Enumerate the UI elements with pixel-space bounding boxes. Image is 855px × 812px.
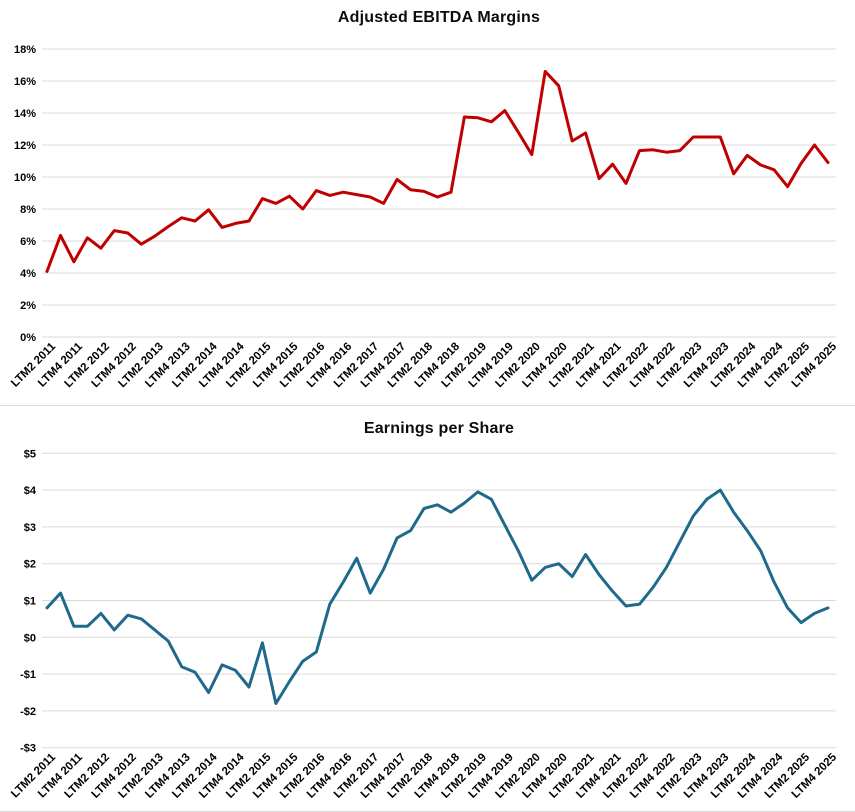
y-tick-label: $2	[24, 559, 36, 571]
y-tick-label: 4%	[20, 268, 36, 280]
y-tick-label: 6%	[20, 236, 36, 248]
y-tick-label: $1	[24, 596, 36, 608]
y-tick-label: 18%	[14, 44, 36, 56]
y-tick-label: $3	[24, 522, 36, 534]
y-tick-label: -$1	[20, 669, 36, 681]
y-tick-label: 12%	[14, 140, 36, 152]
y-tick-label: $4	[24, 485, 37, 497]
y-tick-label: -$2	[20, 706, 36, 718]
eps-line	[45, 488, 830, 705]
ebitda-margins-line	[45, 69, 830, 273]
y-tick-label: 0%	[20, 332, 36, 344]
ebitda-margins-chart-panel: Adjusted EBITDA Margins 0% 2% 4% 6% 8% 10% 12%…	[0, 9, 855, 406]
y-tick-label: 8%	[20, 204, 36, 216]
y-tick-label: -$3	[20, 743, 36, 755]
y-tick-label: 2%	[20, 300, 36, 312]
eps-chart-panel: Earnings per Share -$3 -$2 -$1 $0 $1 $2 $3 $4 $5…	[0, 406, 855, 812]
ebitda-chart-title: Adjusted EBITDA Margins	[337, 9, 541, 26]
y-tick-label: $5	[24, 448, 36, 460]
y-tick-label: 14%	[14, 108, 36, 120]
y-tick-label: 16%	[14, 76, 36, 88]
eps-chart-title: Earnings per Share	[363, 420, 515, 437]
y-tick-label: $0	[24, 632, 36, 644]
y-tick-label: 10%	[14, 172, 36, 184]
